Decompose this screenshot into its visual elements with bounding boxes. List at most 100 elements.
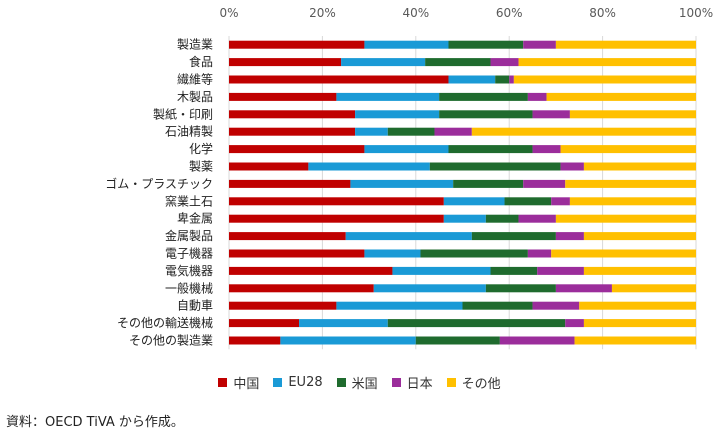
category-label: その他の輸送機械	[117, 315, 213, 330]
bar-segment	[350, 179, 454, 188]
bar-segment	[336, 301, 463, 310]
bar-segment	[341, 58, 426, 67]
legend-item: 日本	[391, 373, 433, 392]
category-label: 窯業土石	[165, 193, 213, 208]
category-label: 木製品	[177, 90, 213, 104]
bar-segment	[504, 197, 552, 206]
bar-segment	[229, 162, 309, 171]
bar-segments	[229, 40, 696, 345]
category-label: ゴム・プラスチック	[105, 176, 213, 191]
bar-segment	[485, 284, 556, 293]
bar-segment	[537, 266, 584, 275]
bar-segment	[527, 249, 552, 258]
bar-segment	[490, 266, 538, 275]
x-tick-label: 100%	[679, 6, 713, 20]
bar-segment	[364, 145, 449, 154]
bar-segment	[471, 127, 696, 136]
legend-label: 中国	[233, 376, 260, 392]
bar-segment	[229, 319, 300, 328]
category-label: 電気機器	[165, 263, 213, 278]
bar-segment	[443, 197, 505, 206]
bar-segment	[229, 214, 444, 223]
x-tick-label: 40%	[402, 6, 429, 20]
category-label: 石油精製	[165, 125, 213, 139]
bar-segment	[415, 336, 500, 345]
x-tick-label: 20%	[309, 6, 336, 20]
bar-segment	[229, 145, 365, 154]
bar-segment	[229, 284, 374, 293]
bar-segment	[373, 284, 486, 293]
bar-segment	[299, 319, 388, 328]
bar-segment	[518, 214, 556, 223]
category-label: 繊維等	[177, 73, 213, 87]
bar-segment	[490, 58, 519, 67]
category-label: 化学	[189, 141, 213, 156]
bar-segment	[355, 110, 440, 119]
bar-segment	[569, 197, 696, 206]
bar-segment	[518, 58, 696, 67]
bar-segment	[579, 301, 696, 310]
category-label: 製紙・印刷	[153, 106, 213, 121]
bar-segment	[355, 127, 388, 136]
source-note: 資料：OECD TiVA から作成。	[6, 415, 184, 430]
bar-segment	[611, 284, 696, 293]
bar-segment	[280, 336, 416, 345]
bar-segment	[229, 301, 337, 310]
bar-segment	[434, 127, 472, 136]
bar-segment	[229, 110, 356, 119]
bar-segment	[448, 145, 533, 154]
bar-segment	[345, 232, 472, 241]
legend-label: その他	[461, 376, 501, 392]
bar-segment	[523, 179, 566, 188]
bar-segment	[546, 92, 696, 101]
gridlines	[228, 36, 697, 350]
bar-segment	[229, 232, 346, 241]
bar-segment	[565, 179, 696, 188]
category-label: その他の製造業	[129, 334, 213, 348]
legend-label: 米国	[351, 376, 378, 392]
bar-segment	[555, 232, 584, 241]
bar-segment	[485, 214, 519, 223]
legend-swatch	[446, 377, 456, 387]
category-label: 製造業	[177, 38, 213, 52]
bar-segment	[448, 40, 524, 49]
legend-label: EU28	[288, 374, 323, 390]
bar-segment	[565, 319, 584, 328]
x-tick-label: 80%	[589, 6, 616, 20]
category-label: 金属製品	[165, 228, 213, 243]
bar-segment	[471, 232, 556, 241]
bar-segment	[229, 58, 342, 67]
bar-segment	[583, 162, 696, 171]
legend-label: 日本	[406, 376, 433, 392]
bar-segment	[453, 179, 524, 188]
bar-segment	[532, 110, 570, 119]
bar-segment	[574, 336, 696, 345]
bar-segment	[560, 162, 584, 171]
x-tick-label: 60%	[496, 6, 523, 20]
legend: 中国 EU28 米国 日本 その他	[0, 372, 719, 392]
bar-segment	[387, 319, 566, 328]
category-label: 一般機械	[165, 280, 213, 295]
bar-segment	[583, 319, 696, 328]
bar-segment	[527, 92, 547, 101]
bar-segment	[443, 214, 486, 223]
legend-swatch	[273, 377, 283, 387]
bar-segment	[551, 197, 570, 206]
category-label: 卑金属	[177, 211, 213, 226]
legend-swatch	[336, 377, 346, 387]
legend-item: 中国	[218, 373, 259, 392]
bar-segment	[420, 249, 528, 258]
legend-swatch	[391, 377, 401, 387]
bar-segment	[551, 249, 696, 258]
bar-segment	[336, 92, 440, 101]
bar-segment	[229, 40, 365, 49]
bar-segment	[509, 75, 514, 84]
x-tick-label: 0%	[219, 6, 238, 20]
bar-segment	[532, 301, 580, 310]
bar-segment	[229, 197, 444, 206]
bar-segment	[439, 110, 533, 119]
bar-segment	[555, 284, 612, 293]
bar-segment	[555, 214, 696, 223]
x-axis-tick-labels: 0% 20% 40% 60% 80% 100%	[219, 6, 713, 20]
